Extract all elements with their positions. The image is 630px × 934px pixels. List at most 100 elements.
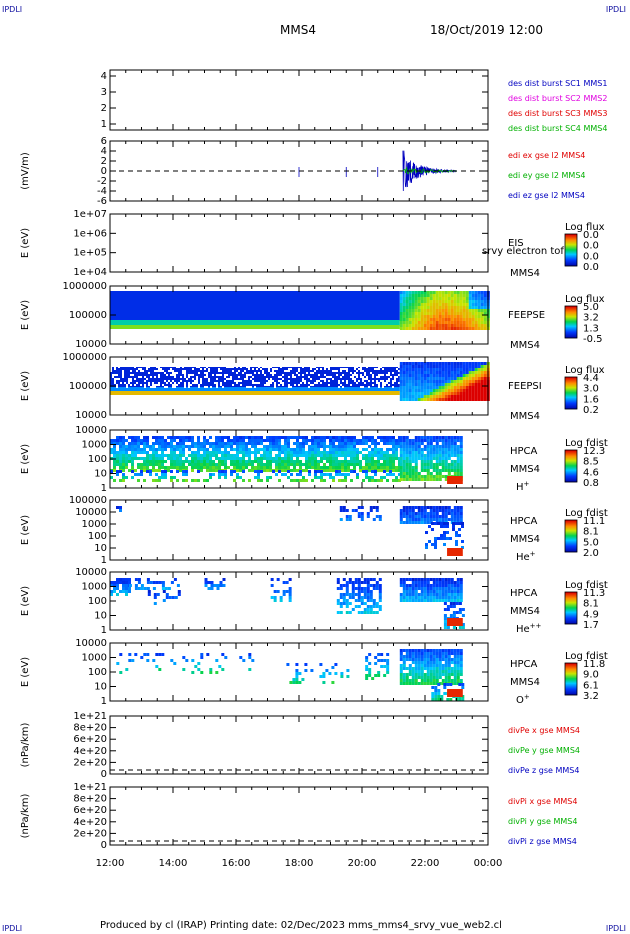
hpca-pixel bbox=[432, 649, 436, 652]
hpca-pixel bbox=[207, 581, 211, 584]
feepsi-gap bbox=[152, 364, 154, 366]
y-tick-label: 1000 bbox=[82, 440, 107, 451]
hpca-pixel bbox=[164, 460, 167, 463]
hpca-pixel bbox=[326, 451, 329, 454]
hpca-pixel bbox=[110, 593, 113, 596]
hpca-pixel bbox=[411, 469, 415, 472]
hpca-pixel bbox=[344, 436, 347, 439]
hpca-pixel bbox=[182, 445, 185, 448]
feepsi-gap bbox=[308, 382, 310, 384]
hpca-pixel bbox=[411, 661, 415, 664]
feepse-pixel bbox=[441, 291, 445, 294]
hpca-pixel bbox=[441, 451, 445, 454]
hpca-pixel bbox=[143, 448, 146, 451]
colorbar-step bbox=[565, 257, 577, 259]
hpca-pixel bbox=[405, 475, 409, 478]
hpca-pixel bbox=[420, 652, 424, 655]
hpca-pixel bbox=[270, 578, 274, 581]
feepse-pixel bbox=[447, 312, 451, 315]
hpca-pixel bbox=[417, 658, 421, 661]
feepse-pixel bbox=[411, 291, 415, 294]
y-axis-label: E (eV) bbox=[20, 444, 31, 474]
feepsi-pixel bbox=[432, 374, 436, 377]
hpca-pixel bbox=[224, 473, 227, 476]
hpca-pixel bbox=[432, 590, 436, 593]
hpca-pixel bbox=[438, 436, 442, 439]
hpca-pixel bbox=[293, 451, 296, 454]
hpca-pixel bbox=[245, 448, 248, 451]
hpca-pixel bbox=[336, 611, 340, 614]
hpca-pixel bbox=[435, 587, 439, 590]
hpca-pixel bbox=[426, 661, 430, 664]
hpca-pixel bbox=[438, 590, 442, 593]
hpca-pixel bbox=[194, 460, 197, 463]
y-tick-label: 100000 bbox=[69, 381, 107, 392]
feepse-pixel bbox=[441, 312, 445, 315]
feepsi-gap bbox=[286, 362, 288, 364]
hpca-pixel bbox=[230, 439, 233, 442]
feepse-pixel bbox=[456, 303, 460, 306]
hpca-pixel bbox=[414, 469, 418, 472]
feepsi-gap bbox=[338, 380, 340, 382]
hpca-pixel bbox=[275, 469, 278, 472]
feepsi-gap bbox=[304, 380, 306, 382]
hpca-pixel bbox=[344, 445, 347, 448]
feepsi-gap bbox=[218, 374, 220, 376]
hpca-pixel bbox=[254, 466, 257, 469]
hpca-pixel bbox=[398, 473, 401, 476]
feepsi-pixel bbox=[414, 374, 418, 377]
hpca-pixel bbox=[453, 670, 457, 673]
hpca-pixel bbox=[459, 667, 463, 670]
hpca-pixel bbox=[408, 667, 412, 670]
colorbar-step bbox=[565, 522, 577, 524]
feepsi-gap bbox=[292, 362, 294, 364]
hpca-pixel bbox=[350, 463, 353, 466]
hpca-pixel bbox=[441, 590, 445, 593]
hpca-pixel bbox=[173, 457, 176, 460]
feepsi-pixel bbox=[480, 398, 484, 401]
feepsi-pixel bbox=[429, 377, 433, 380]
hpca-pixel bbox=[408, 670, 412, 673]
hpca-pixel bbox=[302, 454, 305, 457]
feepsi-gap bbox=[294, 384, 296, 386]
hpca-pixel bbox=[441, 469, 445, 472]
hpca-pixel bbox=[251, 460, 254, 463]
hpca-pixel bbox=[224, 451, 227, 454]
hpca-pixel bbox=[125, 466, 128, 469]
hpca-pixel bbox=[405, 448, 409, 451]
feepse-pixel bbox=[453, 306, 457, 309]
hpca-pixel bbox=[435, 652, 439, 655]
feepse-pixel bbox=[474, 318, 478, 321]
colorbar-step bbox=[565, 315, 577, 317]
hpca-pixel bbox=[218, 457, 221, 460]
hpca-pixel bbox=[281, 473, 284, 476]
hpca-pixel bbox=[411, 506, 415, 509]
feepsi-gap bbox=[360, 366, 362, 368]
hpca-pixel bbox=[453, 667, 457, 670]
hpca-pixel bbox=[357, 578, 361, 581]
feepsi-gap bbox=[278, 380, 280, 382]
hpca-pixel bbox=[134, 445, 137, 448]
feepsi-gap bbox=[306, 362, 308, 364]
legend-edi: edi ey gse l2 MMS4 bbox=[508, 171, 586, 180]
hpca-pixel bbox=[233, 463, 236, 466]
hpca-pixel bbox=[402, 460, 406, 463]
y-tick-label: 8e+20 bbox=[73, 794, 107, 805]
hpca-pixel bbox=[366, 593, 370, 596]
feepsi-gap bbox=[196, 362, 198, 364]
hpca-pixel bbox=[305, 466, 308, 469]
feepsi-pixel bbox=[450, 365, 454, 368]
feepsi-gap bbox=[240, 380, 242, 382]
hpca-pixel bbox=[230, 448, 233, 451]
feepsi-gap bbox=[320, 378, 322, 380]
hpca-pixel bbox=[122, 476, 125, 479]
feepsi-pixel bbox=[459, 365, 463, 368]
hpca-pixel bbox=[245, 466, 248, 469]
hpca-pixel bbox=[281, 445, 284, 448]
feepsi-pixel bbox=[417, 374, 421, 377]
hpca-pixel bbox=[317, 448, 320, 451]
instrument-label: HPCA bbox=[510, 516, 538, 527]
hpca-pixel bbox=[266, 457, 269, 460]
feepsi-gap bbox=[240, 366, 242, 368]
feepsi-gap bbox=[168, 370, 170, 372]
